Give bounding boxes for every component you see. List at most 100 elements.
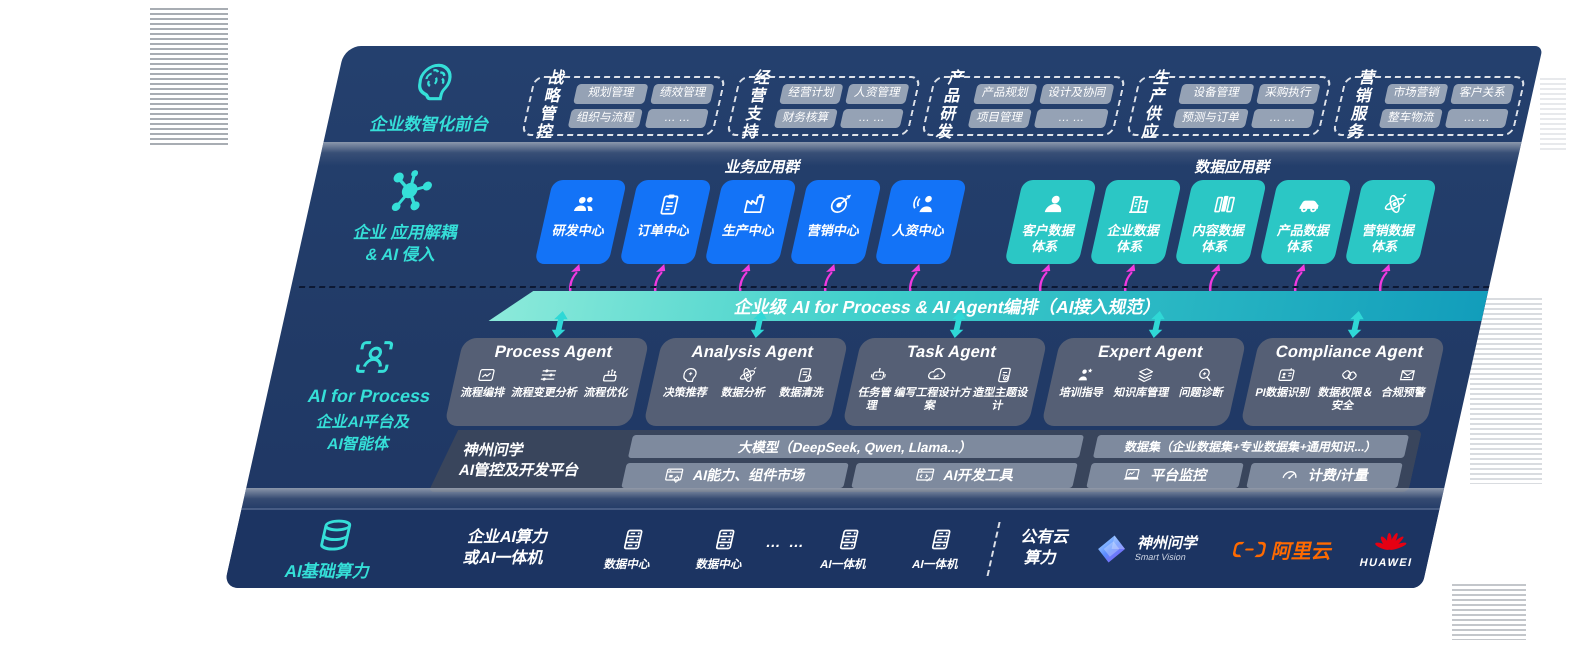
agent-expert: Expert Agent 培训指导 知识库管理 问题诊断: [1041, 338, 1247, 426]
brain-icon: [403, 58, 464, 108]
optimize-conveyor-icon: [598, 365, 622, 385]
car-icon: [1294, 191, 1326, 217]
chip: 财务核算: [773, 108, 838, 128]
datacenter-node: 数据中心: [681, 526, 763, 572]
gauge-icon: [1278, 465, 1302, 485]
card-order-center: 订单中心: [619, 180, 713, 264]
chip: 经营计划: [778, 84, 844, 104]
person-signal-icon: [909, 191, 941, 217]
layer-label-decoupling: 企业 应用解耦 & AI 侵入: [351, 224, 460, 265]
decision-head-icon: [677, 365, 701, 385]
data-cards: 客户数据 体系 企业数据 体系 内容数据 体系 产品数据 体系 营销数据 体系: [1004, 180, 1438, 264]
print-artifact-top-right: [1540, 78, 1566, 150]
datacenter-node: 数据中心: [589, 526, 671, 572]
card-rd-center: 研发中心: [534, 180, 628, 264]
agent-compliance: Compliance Agent PI数据识别 数据权限＆安全 合规预警: [1240, 338, 1446, 426]
knowledge-layers-icon: [1133, 365, 1157, 385]
agent-analysis: Analysis Agent 决策推荐 数据分析 数据清洗: [643, 338, 849, 426]
theme-tablet-icon: [992, 365, 1016, 385]
chip: 客户关系: [1450, 84, 1515, 104]
enterprise-compute-label: 企业AI算力 或AI一体机: [461, 529, 550, 567]
front-office-groups: 战略 管控 规划管理 绩效管理 组织与流程… … 经营 支持 经营计划 人资管理 财务核算……: [520, 70, 1527, 141]
factory-icon: [739, 191, 771, 217]
ai-appliance-node: AI一体机: [898, 526, 980, 572]
diagnosis-search-icon: [1193, 365, 1217, 385]
people-icon: [569, 191, 601, 217]
chip: 采购执行: [1255, 84, 1321, 104]
group-name: 经营: [748, 70, 773, 106]
molecule-icon: [377, 164, 443, 218]
layer-label-front-office: 企业数智化前台: [368, 115, 492, 134]
files-icon: [1209, 191, 1241, 217]
platform-monitor: 平台监控: [1086, 463, 1243, 488]
chip: … …: [1444, 108, 1509, 128]
server-icon: [832, 526, 865, 553]
ai-appliance-node: AI一体机: [806, 526, 888, 572]
window-tools-icon: [913, 465, 937, 485]
design-cloud-icon: [925, 365, 949, 385]
analysis-atom-icon: [735, 365, 759, 385]
huawei-logo: HUAWEI: [1358, 530, 1420, 569]
clean-doc-icon: [793, 365, 817, 385]
permission-links-icon: [1337, 365, 1361, 385]
model-group: 大模型（DeepSeek, Qwen, Llama...） AI能力、组件市场 …: [621, 435, 1084, 488]
workflow-chart-icon: [475, 365, 499, 385]
dataset-group: 数据集（企业数据集+专业数据集+通用知识...） 平台监控 计费/计量: [1086, 435, 1409, 488]
server-icon: [708, 526, 741, 553]
atom-icon: [1379, 191, 1411, 217]
scan-person-icon: [346, 334, 402, 380]
clipboard-icon: [654, 191, 686, 217]
ai-dev-tools: AI开发工具: [851, 463, 1078, 488]
chip: 市场营销: [1384, 84, 1449, 104]
chip: … …: [645, 108, 710, 128]
chip: 预测与订单: [1172, 108, 1249, 128]
billing-metering: 计费/计量: [1246, 463, 1403, 488]
card-hr-center: 人资中心: [874, 180, 968, 264]
architecture-slab: 企业数智化前台 战略 管控 规划管理 绩效管理 组织与流程… … 经营 支持 经营计划人…: [223, 46, 1544, 588]
training-person-icon: [1073, 365, 1097, 385]
infra-band: AI基础算力 企业AI算力 或AI一体机 数据中心 数据中心 … … AI一体机 …: [223, 508, 1440, 588]
change-sliders-icon: [536, 365, 560, 385]
layer-label-ai-for-process: AI for Process: [305, 386, 433, 406]
card-product-data: 产品数据 体系: [1259, 180, 1353, 264]
group-product-rd: 产品 研发 产品规划 设计及协同 项目管理… …: [920, 70, 1127, 141]
print-artifact-top-left: [150, 8, 228, 148]
chip: 整车物流: [1378, 108, 1443, 128]
platform-label: 神州问学 AI管控及开发平台: [457, 441, 582, 479]
dataset-bar: 数据集（企业数据集+专业数据集+通用知识...）: [1093, 435, 1409, 458]
print-artifact-right: [1470, 298, 1542, 484]
group-marketing: 营销 服务 市场营销 客户关系 整车物流… …: [1331, 70, 1527, 141]
group-supply: 生产 供应 设备管理 采购执行 预测与订单… …: [1126, 70, 1332, 141]
server-icon: [616, 526, 649, 553]
ai-component-market: AI能力、组件市场: [621, 463, 848, 488]
person-icon: [1039, 191, 1071, 217]
card-marketing-data: 营销数据 体系: [1344, 180, 1438, 264]
agent-task: Task Agent 任务管理 编写工程设计方案 造型主题设计: [842, 338, 1048, 426]
business-apps-header: 业务应用群: [723, 159, 803, 176]
public-cloud-label: 公有云 算力: [1019, 529, 1072, 567]
ellipsis: … …: [764, 533, 809, 551]
chip: … …: [1250, 108, 1315, 128]
card-enterprise-data: 企业数据 体系: [1089, 180, 1183, 264]
alibaba-bracket-icon: [1228, 538, 1271, 561]
server-icon: [924, 526, 957, 553]
chip: 设计及协同: [1038, 84, 1115, 104]
group-operation: 经营 支持 经营计划 人资管理 财务核算… …: [726, 70, 922, 141]
agent-row: Process Agent 流程编排 流程变更分析 流程优化 Analysis …: [444, 338, 1446, 426]
chip: … …: [1033, 108, 1110, 128]
large-model-bar: 大模型（DeepSeek, Qwen, Llama...）: [628, 435, 1084, 458]
smartvision-logo: 神州问学 Smart Vision: [1091, 532, 1201, 566]
building-icon: [1124, 191, 1156, 217]
business-cards: 研发中心 订单中心 生产中心 营销中心 人资中心: [534, 180, 968, 264]
group-name: 战略: [542, 70, 567, 106]
card-content-data: 内容数据 体系: [1174, 180, 1268, 264]
ai-orchestration-bar: 企业级 AI for Process & AI Agent编排（AI接入规范）: [489, 291, 1489, 321]
infra-dashed-divider: [986, 522, 1001, 576]
group-name: 营销: [1353, 70, 1378, 106]
chip: 产品规划: [972, 84, 1038, 104]
target-icon: [824, 191, 856, 217]
chip: 规划管理: [573, 84, 649, 104]
group-name: 产品: [942, 70, 967, 106]
layer-label-infra: AI基础算力: [282, 562, 373, 581]
card-customer-data: 客户数据 体系: [1004, 180, 1098, 264]
